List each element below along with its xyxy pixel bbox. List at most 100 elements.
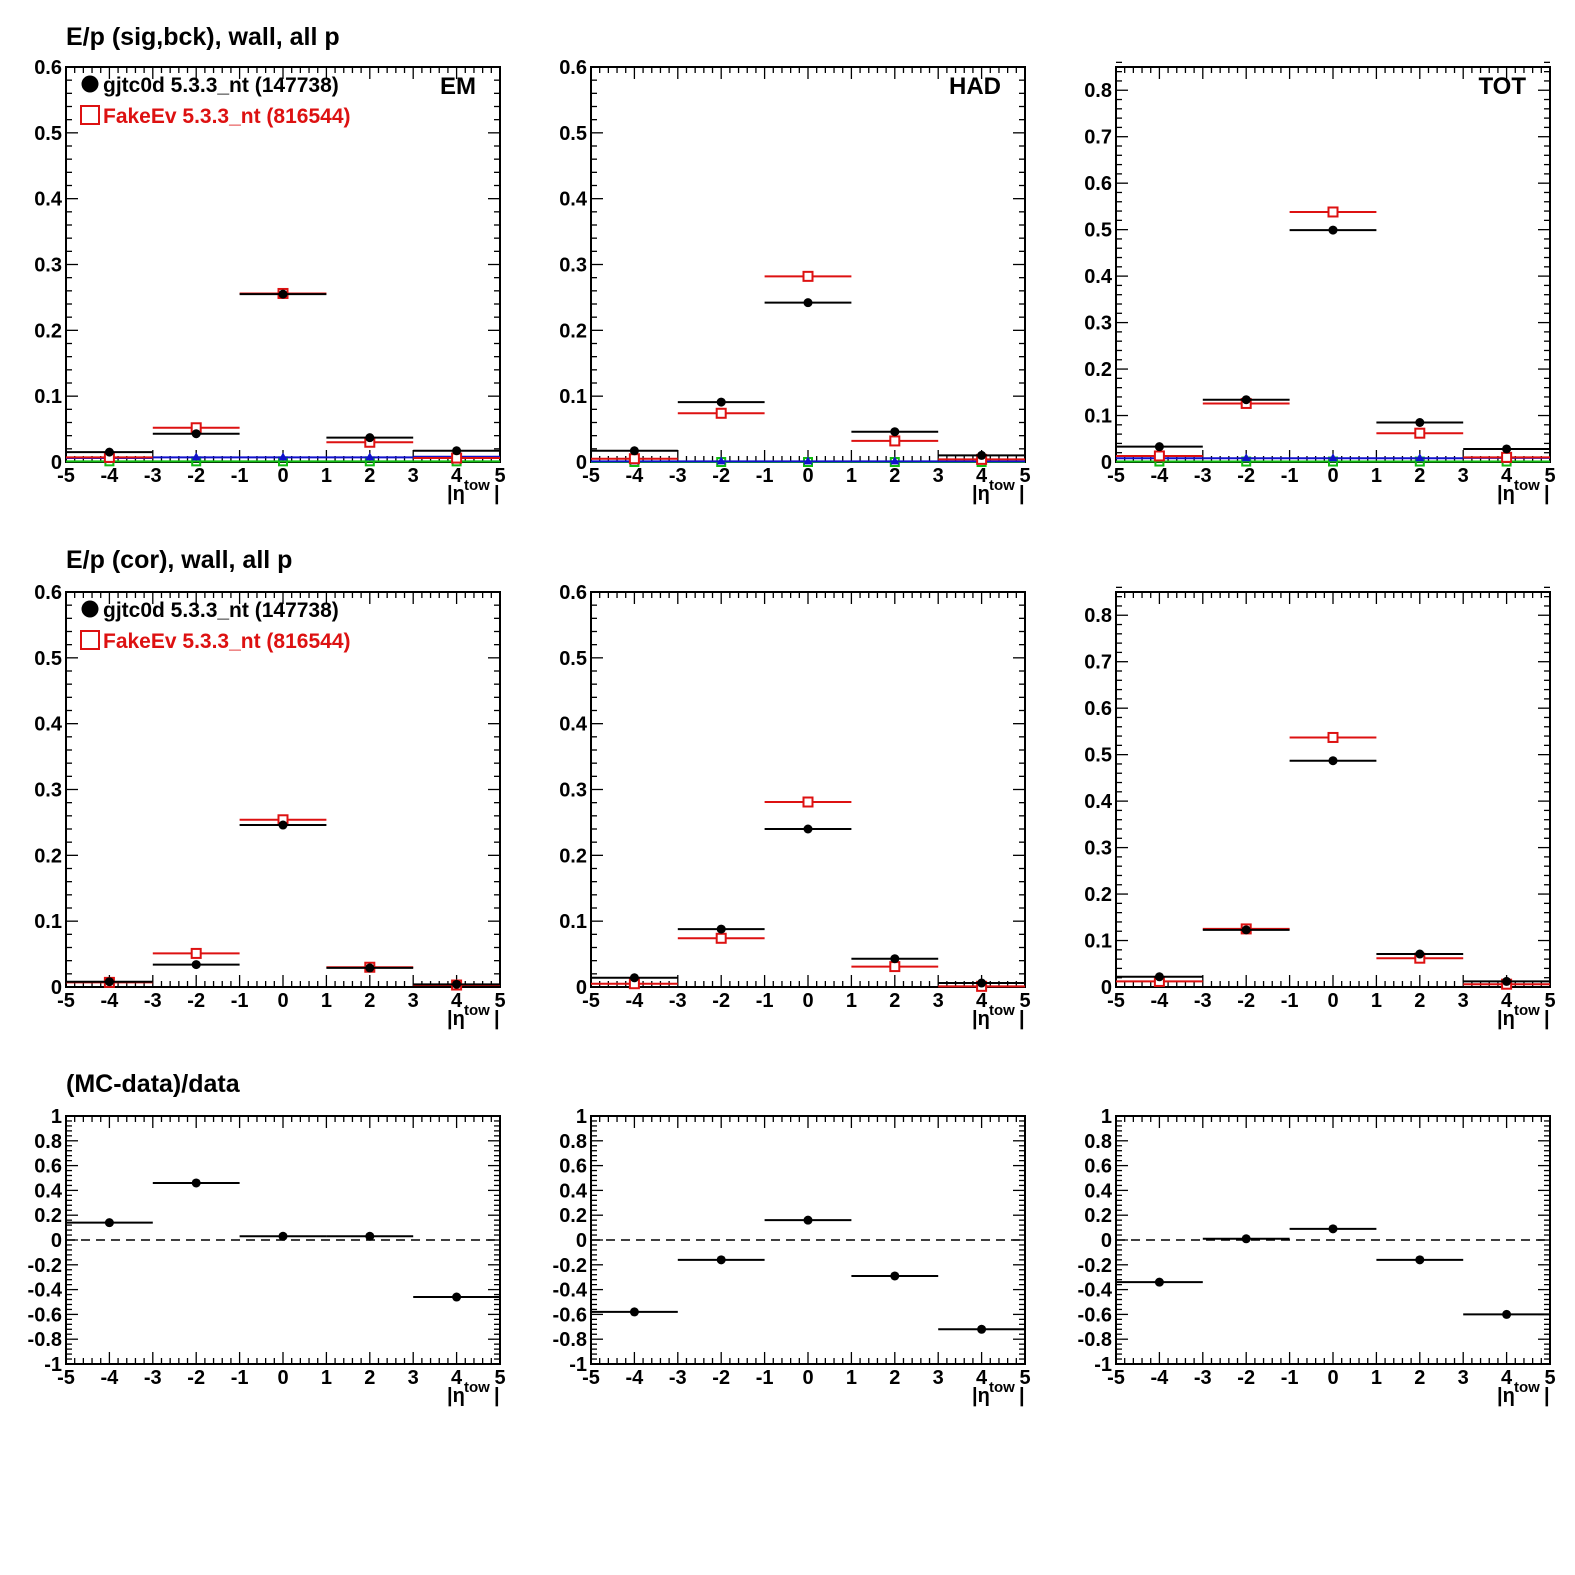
panel-r1-c2: -5 -4 -3 -2 -1 0 1 2 3 4 5 0 0.1 0.2 0.3 0.4 0.5 0.6 0.7 0.… (1084, 586, 1556, 1030)
x-tick-label: 4 (1501, 990, 1513, 1012)
x-tick-label: 2 (364, 1367, 375, 1389)
row-title-signal-background: E/p (sig,bck), wall, all p (66, 23, 340, 51)
data-point (104, 1218, 114, 1228)
x-axis-title-superscript: tow (464, 1002, 490, 1019)
data-point (803, 298, 813, 308)
plot-frame (590, 591, 1026, 988)
y-tick-label: 0.7 (1084, 127, 1112, 149)
mc-point (1501, 451, 1513, 463)
x-axis-title-superscript: tow (464, 1379, 490, 1396)
y-tick-label: 0.6 (34, 582, 62, 604)
y-tick-label: 0.5 (34, 648, 62, 670)
x-axis-title: |η (972, 1385, 990, 1407)
y-tick-label: -0.8 (1078, 1329, 1112, 1351)
mc-point (1414, 427, 1426, 439)
bck-data-point (278, 452, 288, 461)
y-tick-label: 0.5 (34, 123, 62, 145)
y-tick-label: 0.4 (559, 189, 588, 211)
x-tick-label: -5 (57, 1367, 75, 1389)
y-tick-label: 0.6 (559, 57, 587, 79)
x-axis-title-superscript: tow (989, 1002, 1015, 1019)
x-tick-label: 2 (889, 1367, 900, 1389)
x-tick-label: 3 (933, 990, 944, 1012)
x-tick-label: 2 (889, 465, 900, 487)
data-point (716, 1255, 726, 1265)
y-tick-label: 0.4 (34, 189, 63, 211)
y-tick-label: 0.8 (1084, 1131, 1112, 1153)
x-axis-title-close: | (1544, 1008, 1550, 1030)
bck-data-point (890, 456, 900, 465)
bck-data-point (191, 452, 201, 461)
y-tick-label: 0.4 (559, 1180, 588, 1202)
y-tick-label: -0.8 (28, 1329, 62, 1351)
x-tick-label: 1 (846, 465, 857, 487)
y-tick-label: -0.4 (553, 1280, 588, 1302)
y-tick-label: 0.2 (1084, 884, 1112, 906)
y-tick-label: -0.2 (553, 1255, 587, 1277)
x-tick-label: 2 (1414, 1367, 1425, 1389)
panel-r2-c2: -5 -4 -3 -2 -1 0 1 2 3 4 5 -1 -0.8 -0.6-0.4 -0.2 0 0.2 0.… (1078, 1106, 1556, 1407)
x-tick-label: 5 (494, 1367, 505, 1389)
x-tick-label: 1 (846, 990, 857, 1012)
x-axis-title-close: | (494, 1008, 500, 1030)
y-tick-label: 0.1 (1084, 931, 1112, 953)
data-point (1415, 949, 1425, 959)
x-tick-label: -1 (1281, 1367, 1299, 1389)
legend-marker-data (81, 600, 99, 618)
data-point (1241, 1234, 1251, 1244)
mc-point (1153, 450, 1165, 462)
x-tick-label: 3 (1458, 1367, 1469, 1389)
y-tick-label: -0.2 (1078, 1255, 1112, 1277)
x-tick-label: 1 (846, 1367, 857, 1389)
y-tick-label: 0.6 (1084, 173, 1112, 195)
y-tick-label: 0.2 (559, 845, 587, 867)
x-tick-label: -1 (756, 1367, 774, 1389)
data-point (104, 977, 114, 987)
y-tick-label: 0.4 (1084, 1180, 1113, 1202)
x-tick-label: 5 (1544, 465, 1555, 487)
bck-data-point (365, 452, 375, 461)
y-tick-label: 0.8 (1084, 605, 1112, 627)
mc-point (1327, 206, 1339, 218)
x-axis-title: |η (972, 1008, 990, 1030)
panel-r0-c0: -5 -4 -3 -2 -1 0 1 2 3 4 5 0 0.1 0.2 0.3 0.4 0.5 0.6 |η tow… (34, 57, 505, 505)
y-tick-label: 0.5 (1084, 220, 1112, 242)
x-axis-title-superscript: tow (1514, 477, 1540, 494)
panel-r1-c1: -5 -4 -3 -2 -1 0 1 2 3 4 5 0 0.1 0.2 0.3 0.4 0.5 0.6 |η tow… (559, 582, 1030, 1030)
x-tick-label: 4 (451, 990, 463, 1012)
mc-point (715, 407, 727, 419)
x-tick-label: -2 (712, 990, 730, 1012)
data-point (1241, 395, 1251, 405)
data-point (716, 397, 726, 407)
x-tick-label: 5 (494, 465, 505, 487)
x-axis-title: |η (1497, 483, 1515, 505)
x-axis-title-close: | (494, 1385, 500, 1407)
x-tick-label: 3 (933, 465, 944, 487)
y-tick-label: -1 (1094, 1354, 1112, 1376)
y-tick-label: -0.4 (28, 1280, 63, 1302)
y-tick-label: 0.1 (559, 911, 587, 933)
x-tick-label: 1 (321, 990, 332, 1012)
x-tick-label: 3 (1458, 990, 1469, 1012)
x-tick-label: 2 (364, 465, 375, 487)
y-tick-label: 0.6 (559, 582, 587, 604)
row-title-ratio: (MC-data)/data (66, 1070, 241, 1098)
y-tick-label: 0.5 (559, 648, 587, 670)
x-tick-label: -4 (626, 990, 645, 1012)
y-tick-label: -0.8 (553, 1329, 587, 1351)
x-tick-label: -5 (1107, 990, 1125, 1012)
y-tick-label: 0.4 (1084, 266, 1113, 288)
y-tick-label: 1 (1101, 1106, 1112, 1128)
x-tick-label: 4 (451, 1367, 463, 1389)
x-tick-label: -2 (1237, 465, 1255, 487)
y-tick-label: 0.6 (1084, 1156, 1112, 1178)
x-tick-label: 0 (802, 990, 813, 1012)
x-tick-label: -1 (1281, 465, 1299, 487)
panel-r2-c0: -5 -4 -3 -2 -1 0 1 2 3 4 5 -1 -0.8 -0.6-0.4 -0.2 0 0.2 0.… (28, 1106, 506, 1407)
data-point (365, 963, 375, 973)
data-point (452, 446, 462, 456)
x-tick-label: -2 (187, 465, 205, 487)
y-tick-label: 0.8 (34, 1131, 62, 1153)
x-tick-label: -4 (101, 990, 120, 1012)
